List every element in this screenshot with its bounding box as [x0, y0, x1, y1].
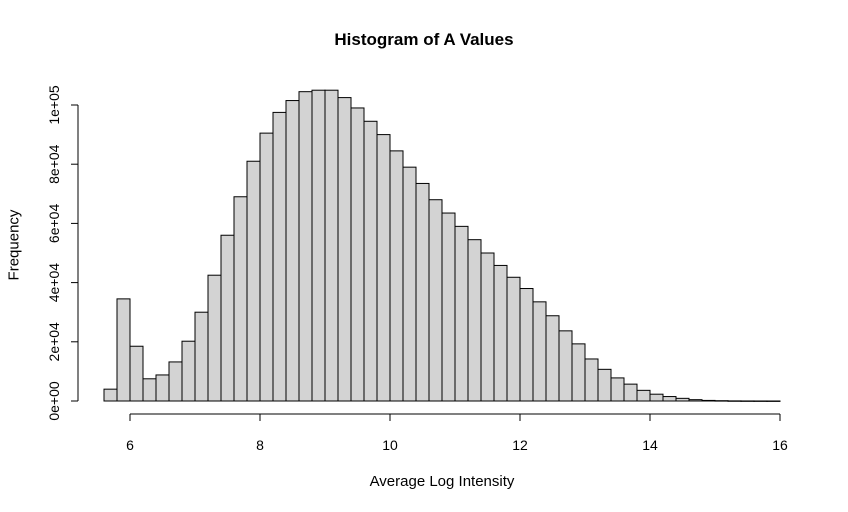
histogram-bar	[571, 343, 586, 402]
histogram-bar	[402, 166, 417, 402]
histogram-bar	[493, 264, 508, 402]
histogram-bar	[584, 358, 599, 402]
x-tick-label: 12	[512, 437, 528, 453]
histogram-bar	[272, 111, 287, 402]
x-axis-title: Average Log Intensity	[369, 473, 515, 490]
x-tick-label: 16	[772, 437, 788, 453]
y-tick-label: 1e+05	[46, 85, 62, 125]
histogram-bar	[610, 377, 625, 402]
histogram-bar	[688, 399, 703, 402]
histogram-bar	[389, 150, 404, 402]
histogram-bar	[142, 378, 157, 402]
histogram-bar	[168, 361, 183, 402]
x-tick-label: 8	[256, 437, 264, 453]
histogram-bar	[558, 330, 573, 402]
y-tick-label: 6e+04	[46, 204, 62, 244]
histogram-bar	[441, 212, 456, 402]
histogram-bar	[428, 199, 443, 402]
x-tick-label: 10	[382, 437, 398, 453]
histogram-bar	[675, 397, 690, 402]
y-tick-label: 4e+04	[46, 263, 62, 303]
histogram-bar	[155, 374, 170, 402]
histogram-bar	[623, 383, 638, 402]
histogram-bar	[298, 91, 313, 402]
histogram-bar	[415, 182, 430, 402]
chart-title: Histogram of A Values	[334, 30, 514, 49]
histogram-bar	[285, 100, 300, 402]
x-tick-label: 6	[126, 437, 134, 453]
histogram-bar	[116, 298, 131, 402]
histogram-bar	[545, 315, 560, 402]
histogram-bar	[701, 399, 716, 402]
histogram-bar	[246, 160, 261, 402]
histogram-bar	[220, 234, 235, 402]
histogram-bar	[259, 132, 274, 402]
y-tick-label: 8e+04	[46, 144, 62, 184]
histogram-bar	[350, 107, 365, 402]
histogram-bar	[454, 225, 469, 402]
y-tick-label: 0e+00	[46, 381, 62, 421]
histogram-bar	[467, 239, 482, 402]
histogram-bar	[129, 345, 144, 402]
histogram-bar	[324, 89, 339, 402]
histogram-bar	[376, 134, 391, 402]
histogram-bar	[597, 368, 612, 402]
histogram-bar	[233, 196, 248, 402]
histogram-bar	[519, 288, 534, 402]
x-tick-label: 14	[642, 437, 658, 453]
histogram-bar	[207, 274, 222, 402]
histogram-bar	[311, 89, 326, 402]
histogram-bar	[194, 311, 209, 402]
histogram-bar	[532, 301, 547, 402]
histogram-bar	[662, 396, 677, 402]
y-tick-label: 2e+04	[46, 322, 62, 362]
histogram-bar	[103, 388, 118, 402]
histogram-bar	[636, 389, 651, 402]
histogram-bar	[506, 276, 521, 402]
histogram-bar	[649, 393, 664, 402]
histogram-bar	[480, 252, 495, 402]
histogram-bar	[337, 97, 352, 402]
histogram-bar	[181, 340, 196, 402]
histogram-bar	[363, 120, 378, 402]
